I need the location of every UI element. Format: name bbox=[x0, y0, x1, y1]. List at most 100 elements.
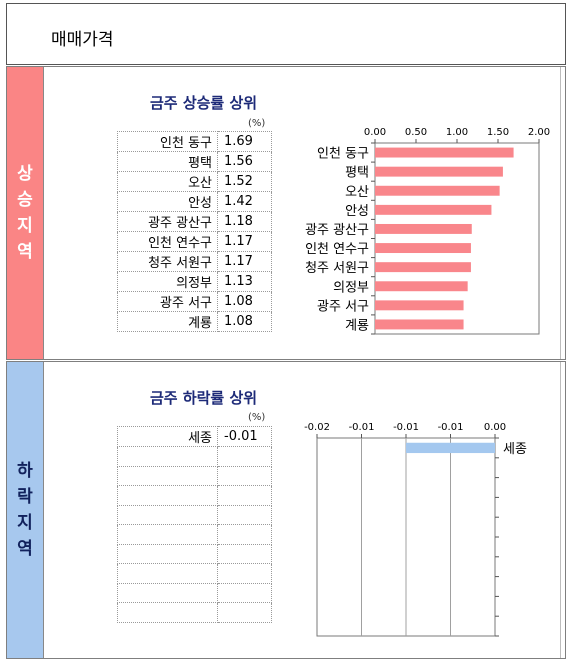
change-value: 1.17 bbox=[217, 251, 272, 272]
divider bbox=[560, 67, 561, 359]
region-name: 평택 bbox=[117, 151, 218, 172]
region-name bbox=[117, 485, 218, 506]
table-row bbox=[117, 485, 272, 506]
x-tick-label: 1.50 bbox=[487, 127, 509, 138]
table-row bbox=[117, 602, 272, 623]
table-row bbox=[117, 563, 272, 584]
x-tick-label: 1.00 bbox=[446, 127, 468, 138]
rise-side-label: 상승지역 bbox=[17, 164, 33, 262]
bar bbox=[375, 243, 471, 254]
table-row: 의정부 1.13 bbox=[117, 271, 272, 292]
category-label: 인천 동구 bbox=[317, 147, 369, 162]
category-label: 청주 서원구 bbox=[305, 261, 369, 276]
change-value bbox=[217, 543, 272, 564]
region-name: 인천 연수구 bbox=[117, 231, 218, 252]
change-value: 1.56 bbox=[217, 151, 272, 172]
change-value: 1.52 bbox=[217, 171, 272, 192]
change-value bbox=[217, 602, 272, 623]
region-name: 광주 서구 bbox=[117, 291, 218, 312]
change-value bbox=[217, 524, 272, 545]
table-row bbox=[117, 582, 272, 603]
change-value bbox=[217, 446, 272, 467]
x-tick-label: -0.01 bbox=[438, 422, 464, 433]
table-row: 청주 서원구 1.17 bbox=[117, 251, 272, 272]
change-value bbox=[217, 504, 272, 525]
x-tick-label: -0.01 bbox=[393, 422, 419, 433]
bar bbox=[375, 262, 471, 273]
table-row bbox=[117, 524, 272, 545]
bar bbox=[375, 281, 468, 292]
change-value bbox=[217, 582, 272, 603]
change-value: 1.18 bbox=[217, 211, 272, 232]
x-tick-label: 0.50 bbox=[405, 127, 427, 138]
table-row: 안성 1.42 bbox=[117, 191, 272, 212]
category-label: 인천 연수구 bbox=[305, 242, 369, 257]
bar bbox=[375, 300, 464, 311]
region-name bbox=[117, 524, 218, 545]
table-row bbox=[117, 543, 272, 564]
region-name bbox=[117, 504, 218, 525]
region-name bbox=[117, 563, 218, 584]
category-label: 평택 bbox=[345, 166, 369, 181]
category-label: 광주 광산구 bbox=[305, 223, 369, 238]
page-title: 매매가격 bbox=[51, 30, 114, 50]
table-row: 광주 광산구 1.18 bbox=[117, 211, 272, 232]
table-row: 오산 1.52 bbox=[117, 171, 272, 192]
fall-section: 하락지역 금주 하락률 상위 (%) 세종 -0.01 -0.02 -0.01 -0.… bbox=[6, 361, 566, 659]
table-row: 광주 서구 1.08 bbox=[117, 291, 272, 312]
x-tick-label: -0.01 bbox=[349, 422, 375, 433]
fall-unit: (%) bbox=[248, 412, 266, 423]
x-tick-label: -0.02 bbox=[304, 422, 330, 433]
divider bbox=[560, 362, 561, 658]
region-name: 오산 bbox=[117, 171, 218, 192]
rise-section: 상승지역 금주 상승률 상위 (%) 인천 동구 1.69 평택 1.56 오산 1.52… bbox=[6, 66, 566, 360]
region-name: 세종 bbox=[117, 426, 218, 447]
region-name: 계룡 bbox=[117, 311, 218, 332]
change-value: 1.42 bbox=[217, 191, 272, 212]
bar bbox=[375, 204, 492, 215]
region-name: 청주 서원구 bbox=[117, 251, 218, 272]
change-value: 1.69 bbox=[217, 131, 272, 152]
category-label: 오산 bbox=[345, 185, 369, 200]
region-name: 인천 동구 bbox=[117, 131, 218, 152]
fall-side-label: 하락지역 bbox=[17, 461, 33, 559]
table-row: 인천 동구 1.69 bbox=[117, 131, 272, 152]
region-name: 의정부 bbox=[117, 271, 218, 292]
table-row: 세종 -0.01 bbox=[117, 426, 272, 447]
rise-table: 인천 동구 1.69 평택 1.56 오산 1.52 안성 1.42 광주 광산구 1.18 인천 … bbox=[117, 131, 272, 332]
fall-table: 세종 -0.01 bbox=[117, 426, 272, 623]
bar bbox=[375, 185, 500, 196]
rise-title: 금주 상승률 상위 bbox=[150, 94, 258, 112]
table-row bbox=[117, 465, 272, 486]
bar bbox=[375, 147, 514, 158]
category-label: 계룡 bbox=[345, 318, 369, 333]
region-name bbox=[117, 602, 218, 623]
x-tick-label: 0.00 bbox=[484, 422, 506, 433]
change-value bbox=[217, 465, 272, 486]
category-label: 광주 서구 bbox=[317, 299, 369, 314]
bar bbox=[375, 223, 472, 234]
region-name bbox=[117, 582, 218, 603]
category-label: 세종 bbox=[503, 442, 527, 457]
category-label: 의정부 bbox=[333, 280, 369, 295]
fall-side-tab: 하락지역 bbox=[7, 362, 44, 658]
region-name bbox=[117, 446, 218, 467]
fall-bar-chart: -0.02 -0.01 -0.01 -0.01 0.00 세종 bbox=[304, 422, 527, 637]
region-name bbox=[117, 465, 218, 486]
bar bbox=[375, 166, 503, 177]
table-row bbox=[117, 504, 272, 525]
change-value: 1.13 bbox=[217, 271, 272, 292]
category-label: 안성 bbox=[345, 204, 369, 219]
fall-title: 금주 하락률 상위 bbox=[150, 389, 258, 407]
table-row: 평택 1.56 bbox=[117, 151, 272, 172]
change-value: 1.08 bbox=[217, 311, 272, 332]
rise-unit: (%) bbox=[248, 118, 266, 129]
change-value: 1.08 bbox=[217, 291, 272, 312]
header-box: 매매가격 bbox=[6, 3, 566, 65]
region-name bbox=[117, 543, 218, 564]
region-name: 안성 bbox=[117, 191, 218, 212]
change-value: -0.01 bbox=[217, 426, 272, 447]
region-name: 광주 광산구 bbox=[117, 211, 218, 232]
table-row: 인천 연수구 1.17 bbox=[117, 231, 272, 252]
